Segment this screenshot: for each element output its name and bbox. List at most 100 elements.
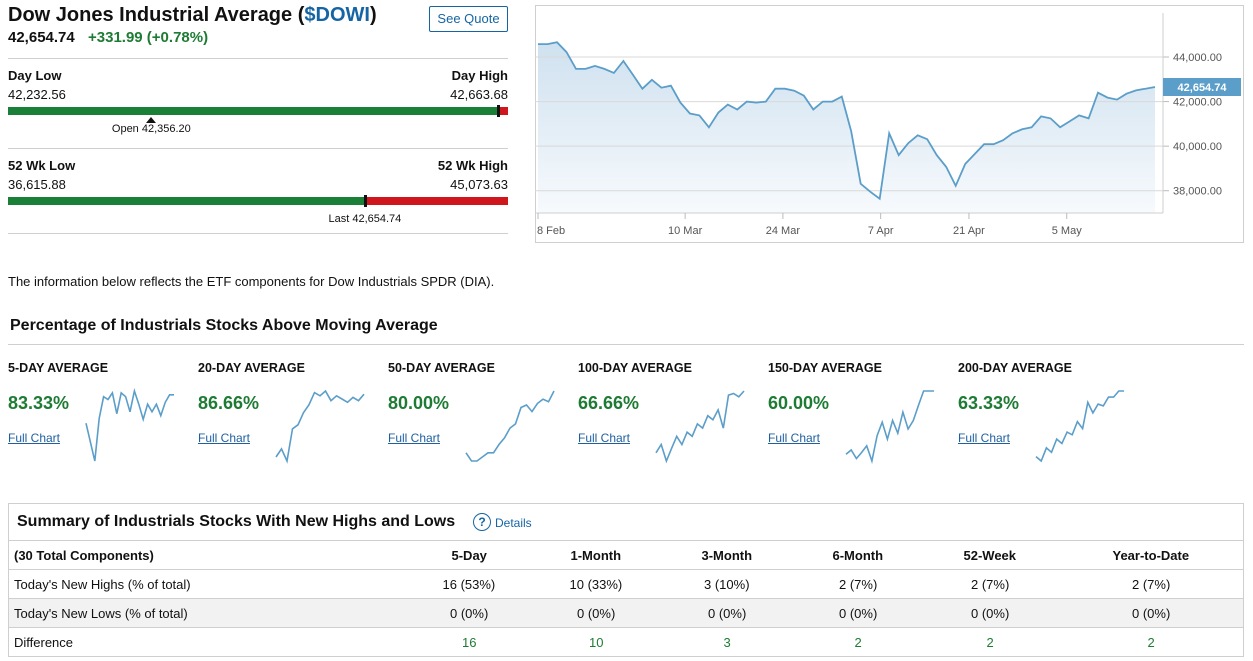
cell-value: 1-Month [570, 548, 622, 563]
full-chart-link[interactable]: Full Chart [198, 431, 251, 445]
table-row: Difference 16 10 3 2 2 2 [9, 627, 1243, 656]
low-label: Day Low [8, 68, 62, 83]
full-chart-link[interactable]: Full Chart [8, 431, 61, 445]
sparkline [275, 389, 365, 464]
last-marker [496, 105, 500, 117]
note: The information below reflects the ETF c… [8, 274, 495, 289]
symbol[interactable]: $DOWI [304, 4, 370, 26]
x-tick-label: 5 May [1052, 225, 1082, 237]
cell-value: 16 [462, 635, 477, 650]
cell-value: Year-to-Date [1112, 548, 1190, 563]
y-tick-label: 42,000.00 [1173, 97, 1222, 109]
ma-label: 150-DAY AVERAGE [768, 361, 882, 375]
ma-label: 100-DAY AVERAGE [578, 361, 692, 375]
ma-value: 83.33% [8, 393, 70, 413]
y-tick-label: 38,000.00 [1173, 186, 1222, 198]
range-high-part [365, 197, 508, 205]
details-link[interactable]: Details [495, 516, 532, 530]
cell-value: 2 [1147, 635, 1155, 650]
sparkline [845, 390, 934, 464]
row-label: (30 Total Components) [14, 548, 154, 563]
ma-value: 80.00% [388, 393, 450, 413]
table-row: Today's New Lows (% of total) 0 (0%) 0 (0%… [9, 598, 1243, 627]
last-price: 42,654.74 [8, 29, 75, 46]
cell-value: 10 [589, 635, 604, 650]
sparkline [85, 388, 174, 462]
y-tick-label: 40,000.00 [1173, 141, 1222, 153]
y-tick-label: 44,000.00 [1173, 52, 1222, 64]
spark-line [85, 388, 174, 462]
cell-value: 3 (10%) [704, 577, 750, 592]
ma-label: 200-DAY AVERAGE [958, 361, 1072, 375]
range-low-part [8, 197, 365, 205]
high-value: 45,073.63 [450, 177, 508, 192]
sparkline [465, 390, 555, 462]
cell-value: 0 (0%) [708, 606, 747, 621]
ma-label: 50-DAY AVERAGE [388, 361, 495, 375]
full-chart-link[interactable]: Full Chart [388, 431, 441, 445]
full-chart-link[interactable]: Full Chart [958, 431, 1011, 445]
x-tick-label: 21 Apr [953, 225, 985, 237]
cell-value: 2 (7%) [1132, 577, 1171, 592]
range-low-part [8, 107, 498, 115]
cell-value: 5-Day [451, 548, 487, 563]
x-tick-label: 24 Mar [766, 225, 801, 237]
header-row: (30 Total Components) 5-Day 1-Month 3-Month… [9, 540, 1243, 569]
full-chart-link[interactable]: Full Chart [578, 431, 631, 445]
cell-value: 0 (0%) [450, 606, 489, 621]
cell-value: 3 [723, 635, 731, 650]
range-high-part [497, 107, 508, 115]
high-value: 42,663.68 [450, 87, 508, 102]
quote-title: Dow Jones Industrial Average ($DOWI) [8, 4, 377, 27]
cell-value: 0 (0%) [971, 606, 1010, 621]
cell-value: 2 [986, 635, 994, 650]
area [538, 42, 1155, 214]
open-marker [146, 117, 157, 123]
spark-line [655, 390, 745, 464]
marker-label: Last 42,654.74 [328, 213, 402, 225]
spark-line [465, 390, 555, 462]
last-marker [364, 195, 367, 207]
price-line [538, 41, 1156, 201]
title-suffix: ) [369, 4, 377, 26]
see-quote-button[interactable]: See Quote [429, 6, 508, 32]
table-row: Today's New Highs (% of total) 16 (53%) 10… [9, 569, 1243, 598]
chart-border [535, 5, 1244, 243]
high-label: 52 Wk High [437, 158, 508, 173]
cell-value: 0 (0%) [839, 606, 878, 621]
section-title: Percentage of Industrials Stocks Above M… [10, 317, 438, 334]
sparkline [1035, 390, 1124, 463]
ma-label: 5-DAY AVERAGE [8, 361, 109, 375]
low-value: 42,232.56 [8, 87, 66, 102]
cell-value: 16 (53%) [442, 577, 496, 592]
price-change: +331.99 (+0.78%) [88, 29, 209, 46]
low-value: 36,615.88 [8, 177, 66, 192]
table-title: Summary of Industrials Stocks With New H… [17, 513, 456, 530]
ma-value: 66.66% [578, 393, 640, 413]
full-chart-link[interactable]: Full Chart [768, 431, 821, 445]
last-price-label: 42,654.74 [1178, 82, 1228, 94]
cell-value: 2 [854, 635, 862, 650]
table-title-row: Summary of Industrials Stocks With New H… [9, 504, 1243, 540]
ma-value: 86.66% [198, 393, 260, 413]
last-price-box [1163, 77, 1241, 96]
divider [8, 58, 508, 59]
row-label: Difference [14, 635, 74, 650]
highs-lows-table: Summary of Industrials Stocks With New H… [8, 503, 1244, 657]
sparkline [655, 390, 745, 464]
high-label: Day High [451, 68, 508, 83]
help-icon[interactable]: ? [473, 513, 491, 531]
low-label: 52 Wk Low [8, 158, 76, 173]
ma-value: 60.00% [768, 393, 830, 413]
cell-value: 3-Month [701, 548, 753, 563]
cell-value: 0 (0%) [577, 606, 616, 621]
divider [8, 233, 508, 234]
cell-value: 2 (7%) [839, 577, 878, 592]
cell-value: 52-Week [963, 548, 1017, 563]
divider [8, 148, 508, 149]
cell-value: 6-Month [832, 548, 884, 563]
cell-value: 2 (7%) [971, 577, 1010, 592]
ma-value: 63.33% [958, 393, 1020, 413]
x-tick-label: 10 Mar [668, 225, 703, 237]
